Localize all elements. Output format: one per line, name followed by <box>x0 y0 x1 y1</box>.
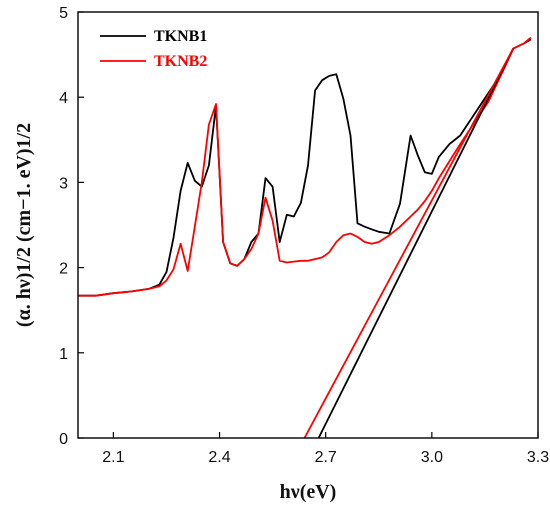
x-tick-label: 3.0 <box>421 449 443 466</box>
x-tick-label: 3.3 <box>527 449 549 466</box>
y-tick-label: 3 <box>59 175 68 192</box>
y-tick-label: 5 <box>59 5 68 22</box>
y-axis-title: (α. hν)1/2 (cm−1. eV)1/2 <box>13 123 35 327</box>
x-tick-label: 2.7 <box>315 449 337 466</box>
plot-frame <box>77 11 539 439</box>
legend-label-tknb1: TKNB1 <box>154 28 207 45</box>
y-tick-label: 4 <box>59 90 68 107</box>
y-tick-label: 0 <box>59 431 68 448</box>
y-tick-label: 2 <box>59 261 68 278</box>
x-axis-title: hν(eV) <box>280 481 337 503</box>
fit-line-2 <box>317 48 515 438</box>
legend-label-tknb2: TKNB2 <box>154 53 207 70</box>
x-tick-label: 2.4 <box>208 449 230 466</box>
series-line-tknb2 <box>78 36 532 297</box>
series-group <box>78 36 532 438</box>
x-tick-label: 2.1 <box>102 449 124 466</box>
legend: TKNB1 TKNB2 <box>100 28 207 70</box>
fit-line-3 <box>303 48 514 438</box>
series-line-tknb1 <box>78 38 532 297</box>
y-tick-label: 1 <box>59 346 68 363</box>
